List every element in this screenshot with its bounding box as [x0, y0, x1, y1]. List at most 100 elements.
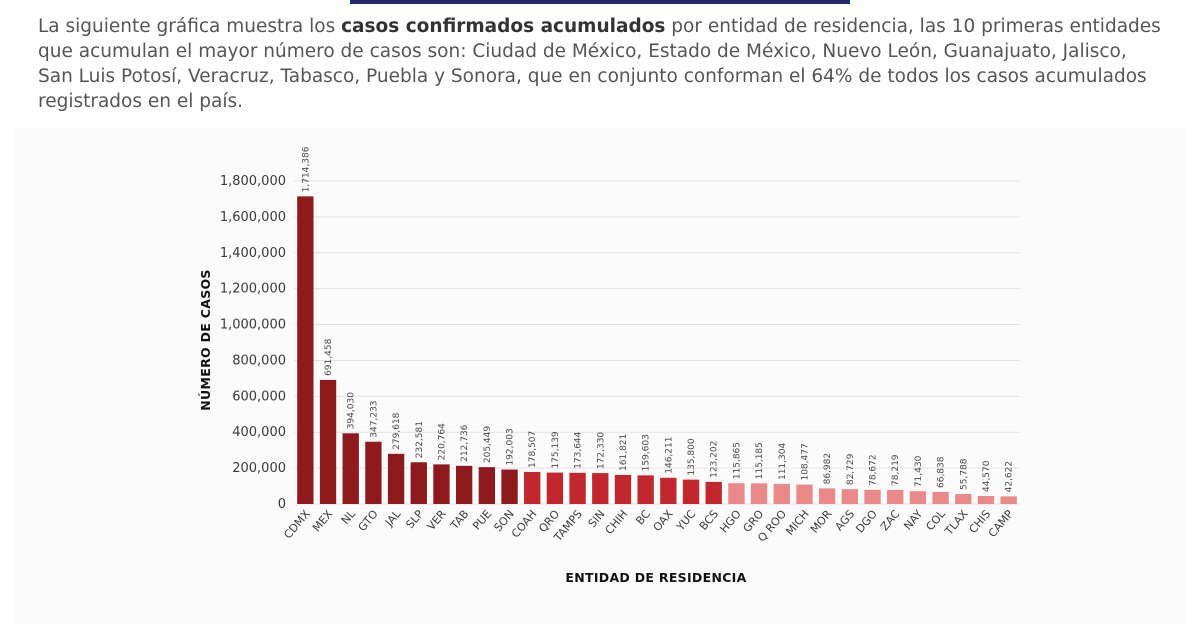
value-label: 66,838	[937, 456, 947, 488]
bar	[887, 489, 904, 504]
intro-text-end: por entidad de residencia, las 10 primer…	[38, 16, 1161, 112]
x-tick-label: TAB	[447, 508, 471, 533]
value-label: 123,202	[710, 441, 720, 478]
bar	[977, 496, 995, 504]
value-label: 1,714,386	[301, 146, 311, 192]
bar	[796, 484, 813, 504]
y-tick-label: 1,200,000	[220, 282, 286, 297]
value-label: 55,788	[959, 458, 969, 490]
value-label: 111,304	[778, 443, 788, 480]
bar	[501, 469, 518, 504]
x-tick-label: PUE	[470, 508, 494, 533]
x-tick-label: YUC	[673, 507, 698, 534]
bar	[841, 489, 859, 504]
bar	[637, 475, 654, 504]
value-label: 71,430	[914, 455, 924, 487]
x-tick-label: TLAX	[942, 507, 971, 538]
y-tick-label: 400,000	[232, 425, 286, 440]
value-label: 220,764	[437, 423, 447, 460]
x-tick-label: CHIH	[603, 508, 631, 537]
x-tick-label: GTO	[356, 507, 381, 534]
bars	[297, 196, 1017, 504]
bar	[319, 379, 337, 504]
y-tick-label: 1,000,000	[220, 318, 286, 333]
bar	[455, 465, 473, 504]
x-tick-label: JAL	[382, 507, 404, 530]
x-tick-label: ZAC	[878, 507, 903, 533]
bar	[546, 472, 564, 504]
x-tick-label: OAX	[651, 507, 676, 534]
value-label: 78,219	[891, 454, 901, 486]
value-label: 347,233	[369, 400, 379, 437]
bar	[524, 471, 541, 504]
value-label: 172,330	[596, 432, 606, 469]
bar	[592, 473, 609, 504]
x-tick-label: BC	[633, 507, 653, 527]
bar	[660, 477, 677, 504]
y-tick-label: 200,000	[232, 461, 286, 476]
bar	[569, 472, 586, 504]
value-label: 108,477	[800, 443, 810, 480]
chart-panel	[14, 128, 1186, 624]
value-label: 205,449	[483, 426, 493, 463]
value-label: 394,030	[347, 392, 357, 429]
value-label: 232,581	[415, 421, 425, 458]
value-label: 161,821	[619, 434, 629, 471]
y-tick-label: 1,600,000	[220, 210, 286, 225]
value-label: 135,800	[687, 438, 697, 475]
x-tick-label: VER	[425, 507, 449, 533]
value-label: 279,618	[392, 412, 402, 449]
bar	[387, 453, 405, 504]
x-tick-label: MEX	[310, 507, 336, 534]
y-tick-label: 0	[278, 497, 286, 512]
value-label: 115,185	[755, 442, 765, 479]
value-label: 42,622	[1005, 461, 1015, 493]
value-label: 159,603	[642, 434, 652, 471]
bar	[864, 489, 881, 504]
bar	[365, 441, 382, 504]
bar	[818, 488, 836, 504]
value-label: 178,507	[528, 431, 538, 468]
x-tick-label: DGO	[853, 507, 880, 535]
intro-text-start: La siguiente gráfica muestra los	[38, 16, 342, 37]
value-label: 212,736	[460, 424, 470, 461]
x-tick-label: COAH	[509, 508, 539, 541]
x-tick-label: CAMP	[986, 507, 1016, 540]
y-tick-label: 600,000	[232, 389, 286, 404]
y-axis-ticks: 0 200,000 400,000 600,000 800,000 1,000,000 1,…	[220, 174, 286, 512]
bar	[909, 491, 927, 504]
bar	[705, 481, 722, 504]
x-tick-label: NAY	[901, 507, 925, 532]
intro-text-bold: casos confirmados acumulados	[341, 16, 666, 37]
value-label: 82,729	[846, 453, 856, 485]
y-tick-label: 800,000	[232, 353, 286, 368]
bar	[1000, 496, 1017, 504]
bar	[433, 464, 450, 504]
x-tick-label: HGO	[717, 507, 744, 535]
value-label: 146,211	[664, 437, 674, 474]
intro-paragraph: La siguiente gráfica muestra los casos c…	[38, 14, 1163, 114]
value-label: 175,139	[551, 431, 561, 468]
bar	[342, 433, 359, 504]
x-tick-label: CDMX	[281, 507, 313, 541]
value-label: 192,003	[506, 428, 516, 465]
value-label: 173,644	[574, 431, 584, 468]
y-axis-title: NÚMERO DE CASOS	[198, 269, 213, 410]
bar	[955, 493, 972, 504]
bar	[932, 492, 949, 504]
value-label: 115,865	[732, 442, 742, 479]
x-tick-label: SLP	[403, 507, 426, 531]
bar	[750, 483, 768, 504]
x-tick-label: AGS	[832, 508, 857, 534]
bar	[478, 467, 496, 504]
value-label: 86,982	[823, 453, 833, 485]
x-tick-label: MICH	[783, 508, 811, 538]
x-tick-label: NL	[339, 507, 359, 527]
y-tick-label: 1,800,000	[220, 174, 286, 189]
bar	[773, 484, 790, 504]
bar	[297, 196, 314, 504]
value-label: 691,458	[324, 338, 334, 375]
value-label: 78,672	[869, 454, 879, 486]
